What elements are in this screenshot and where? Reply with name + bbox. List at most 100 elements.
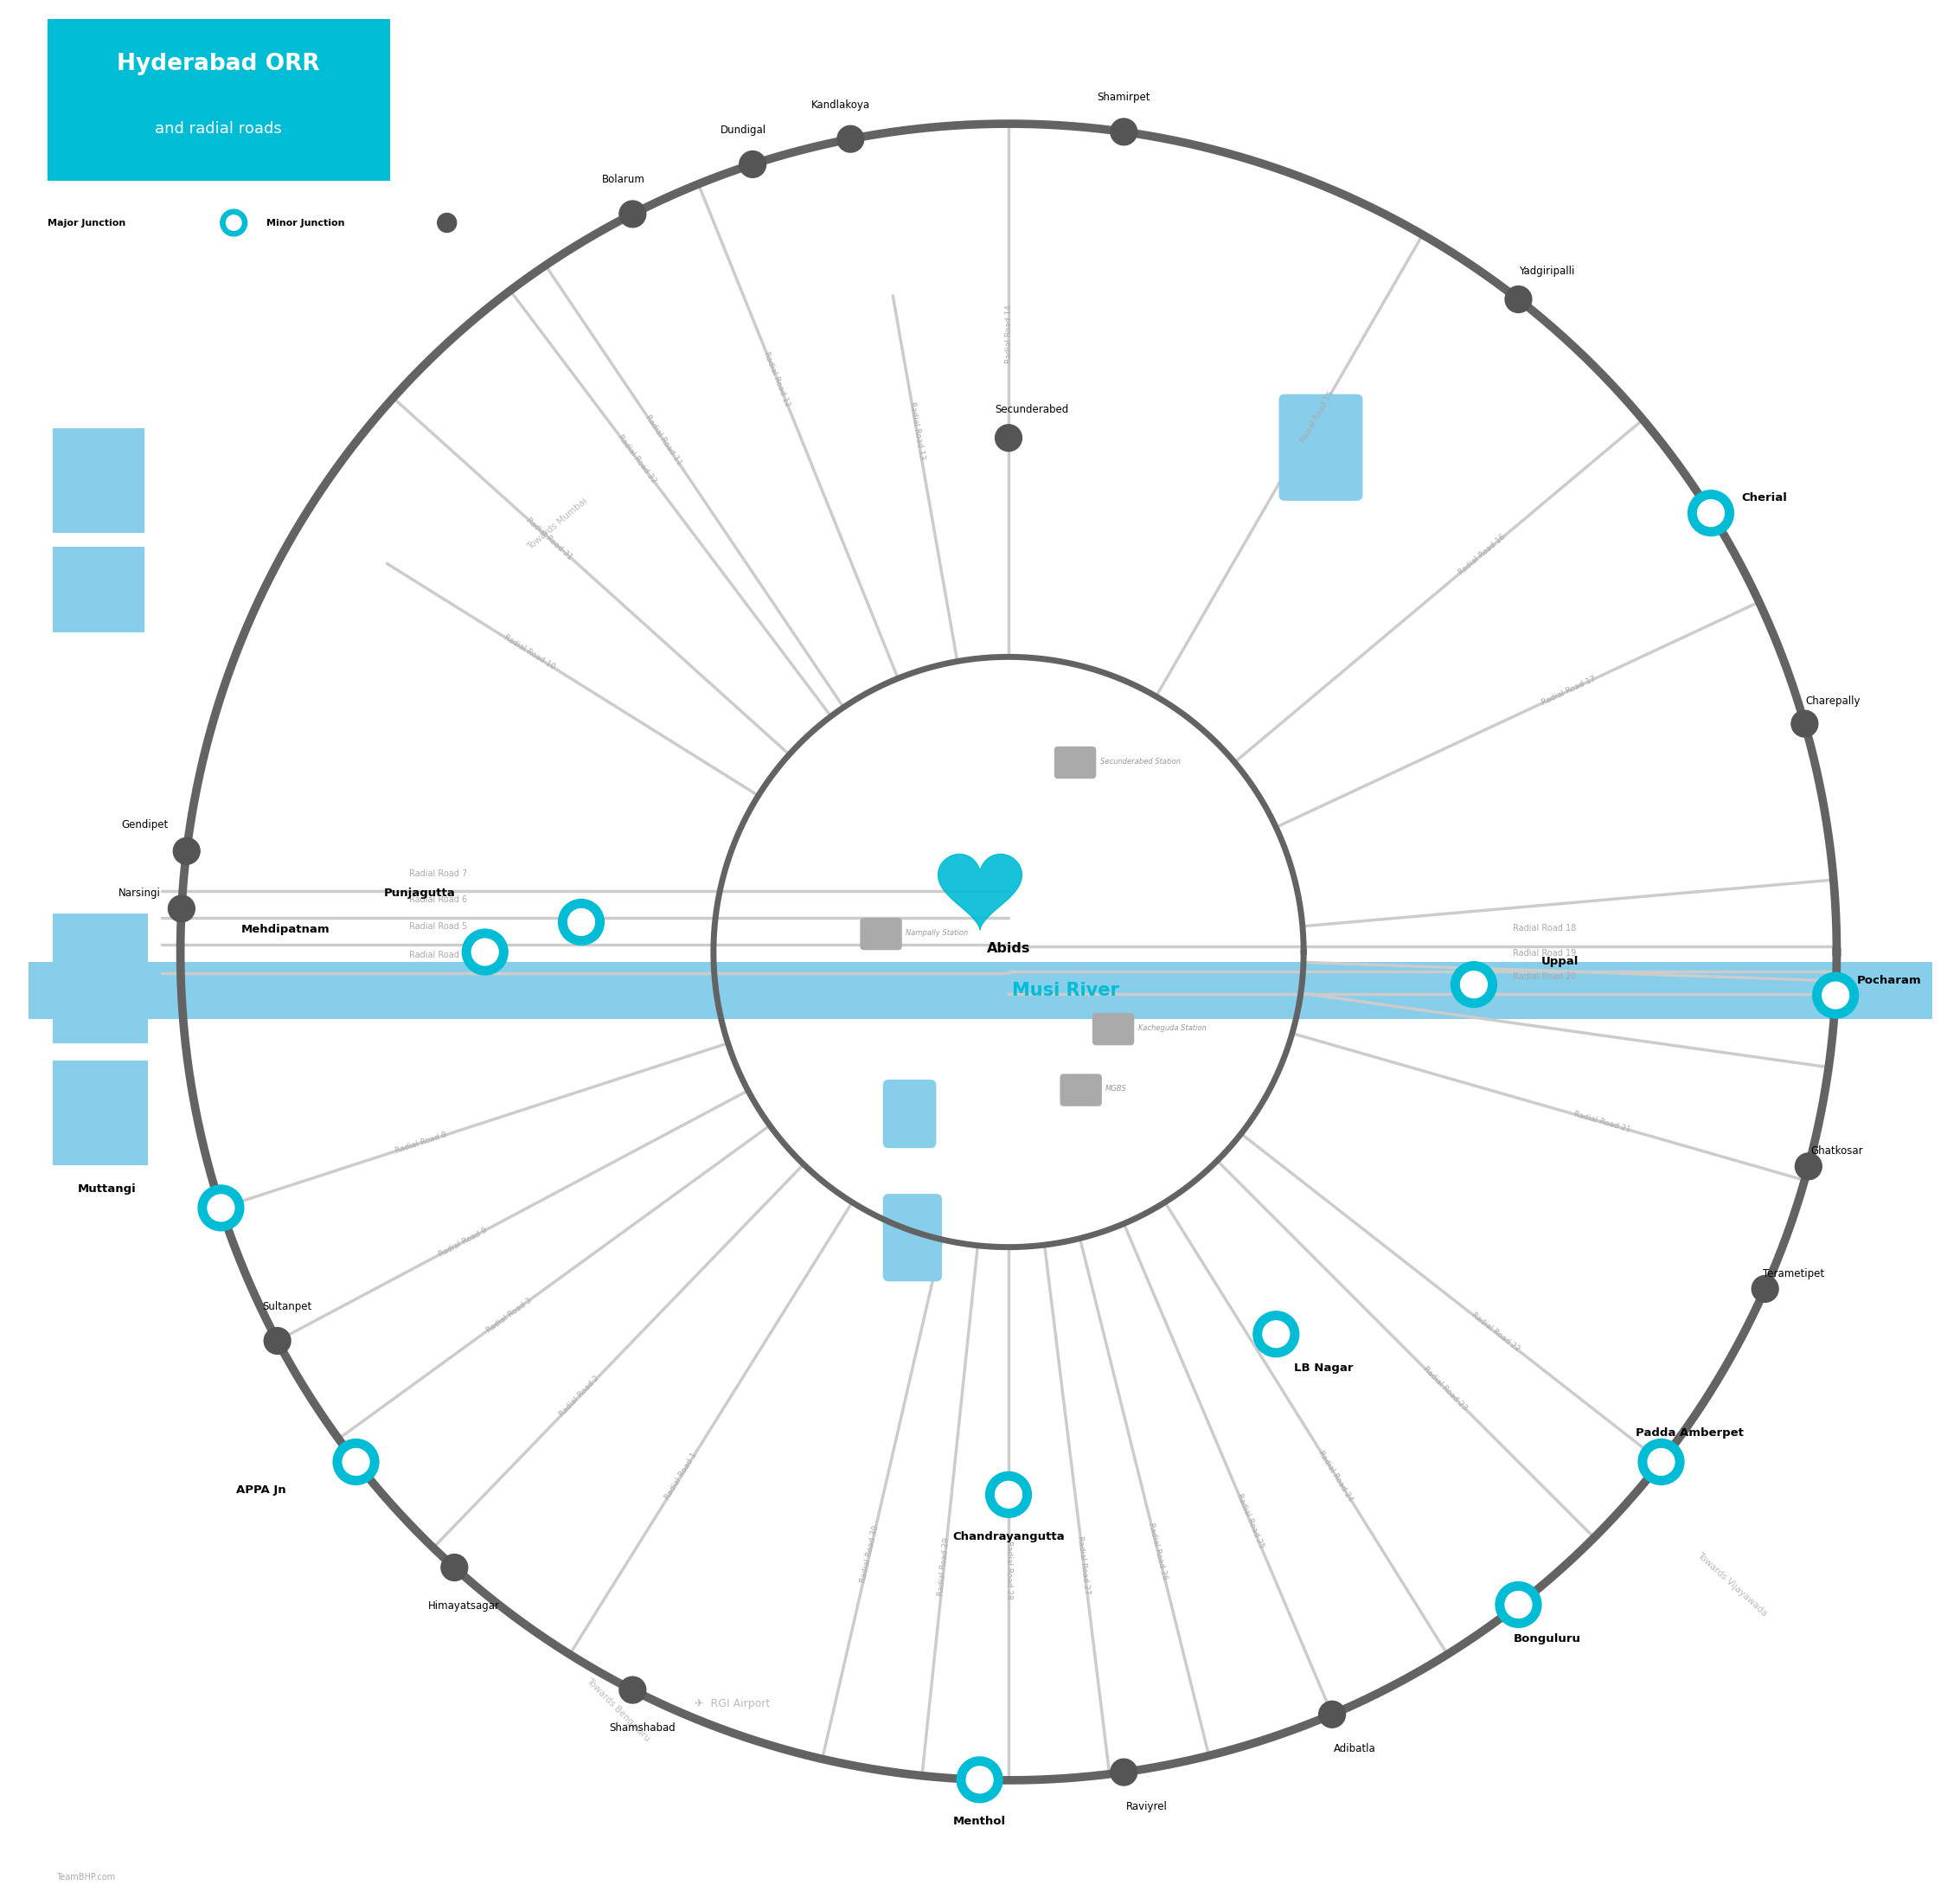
Circle shape [220, 209, 247, 236]
Text: Punjagutta: Punjagutta [384, 887, 455, 899]
Text: Radial Road 21: Radial Road 21 [1574, 1110, 1631, 1135]
Circle shape [208, 1194, 235, 1220]
Text: TeamBHP.com: TeamBHP.com [57, 1872, 116, 1881]
Circle shape [472, 939, 498, 965]
Bar [53, 428, 145, 533]
Text: Radial Road 5: Radial Road 5 [410, 922, 466, 931]
Text: Bonguluru: Bonguluru [1513, 1634, 1580, 1645]
Circle shape [1111, 1759, 1137, 1786]
Text: Nampally Station: Nampally Station [906, 929, 968, 937]
Text: Kandlakoya: Kandlakoya [811, 99, 870, 110]
Circle shape [1648, 1449, 1674, 1476]
Text: Shamirpet: Shamirpet [1098, 91, 1151, 103]
Bar [53, 546, 145, 632]
Circle shape [996, 1481, 1021, 1508]
Circle shape [1505, 286, 1531, 312]
Text: Bolarum: Bolarum [602, 173, 645, 185]
Text: Radial Road 31: Radial Road 31 [525, 516, 574, 562]
Circle shape [1262, 1321, 1290, 1348]
Text: Radial Road 9: Radial Road 9 [437, 1226, 488, 1259]
Text: Radial Road 23: Radial Road 23 [1421, 1365, 1468, 1413]
Text: Sultanpet: Sultanpet [263, 1300, 312, 1312]
Text: Abids: Abids [986, 942, 1031, 954]
Circle shape [463, 929, 508, 975]
Text: Pocharam: Pocharam [1856, 975, 1921, 986]
Text: Yadgiripalli: Yadgiripalli [1519, 265, 1574, 276]
Text: Ghatkosar: Ghatkosar [1811, 1146, 1864, 1158]
Bar [47, 19, 390, 181]
Circle shape [198, 1184, 243, 1230]
FancyBboxPatch shape [882, 1080, 937, 1148]
Circle shape [619, 200, 647, 227]
Circle shape [1639, 1439, 1684, 1485]
Text: Radial Road 16: Radial Road 16 [1456, 533, 1507, 577]
Circle shape [1505, 1592, 1531, 1618]
Text: Secunderabed Station: Secunderabed Station [1100, 758, 1180, 765]
Circle shape [1688, 489, 1735, 535]
Text: Radial Road 12: Radial Road 12 [762, 350, 792, 407]
Circle shape [265, 1327, 290, 1354]
Circle shape [441, 1554, 468, 1580]
Circle shape [1795, 1154, 1821, 1180]
Text: Radial Road 18: Radial Road 18 [1513, 923, 1576, 933]
Text: Radial Road 19: Radial Road 19 [1513, 948, 1576, 958]
Text: Radial Road 30: Radial Road 30 [858, 1525, 880, 1584]
Text: Radial Road 3: Radial Road 3 [484, 1297, 533, 1335]
Text: Cherial: Cherial [1740, 493, 1788, 503]
Text: Minor Junction: Minor Junction [267, 219, 345, 227]
Circle shape [225, 215, 241, 230]
Text: Padda Amberpet: Padda Amberpet [1637, 1428, 1744, 1439]
Text: Chandrayangutta: Chandrayangutta [953, 1531, 1064, 1542]
Text: Towards Mumbai: Towards Mumbai [525, 497, 588, 550]
Circle shape [996, 425, 1021, 451]
FancyBboxPatch shape [1054, 746, 1096, 779]
Text: Radial Road 6: Radial Road 6 [410, 895, 466, 904]
Text: Radial Road 8: Radial Road 8 [394, 1131, 447, 1156]
FancyBboxPatch shape [1278, 394, 1362, 501]
Text: Terametipet: Terametipet [1762, 1268, 1825, 1279]
Text: LB Nagar: LB Nagar [1294, 1363, 1352, 1375]
Circle shape [619, 1677, 647, 1704]
Text: Radial Road 29: Radial Road 29 [937, 1537, 951, 1596]
Circle shape [559, 899, 604, 944]
Circle shape [1450, 962, 1497, 1007]
Text: Major Junction: Major Junction [47, 219, 125, 227]
Text: Radial Road 17: Radial Road 17 [1541, 674, 1597, 706]
Bar [53, 914, 149, 1043]
Text: Radial Road 11: Radial Road 11 [643, 413, 682, 466]
Text: Radial Road 2: Radial Road 2 [559, 1375, 602, 1418]
Circle shape [1813, 973, 1858, 1019]
Text: Radial Road 14: Radial Road 14 [1005, 305, 1013, 364]
Text: Radial Road 4: Radial Road 4 [410, 950, 466, 960]
Text: Towards Vijayawada: Towards Vijayawada [1695, 1550, 1768, 1618]
FancyBboxPatch shape [860, 918, 902, 950]
Circle shape [1460, 971, 1488, 998]
Circle shape [333, 1439, 378, 1485]
Circle shape [437, 213, 457, 232]
Circle shape [568, 908, 594, 935]
Circle shape [956, 1757, 1002, 1803]
Circle shape [1319, 1700, 1345, 1727]
Text: Radial Road 28: Radial Road 28 [1005, 1540, 1013, 1599]
Text: and radial roads: and radial roads [155, 122, 282, 137]
Text: Radial Road 26: Radial Road 26 [1147, 1521, 1168, 1580]
Text: Adibatla: Adibatla [1335, 1742, 1376, 1754]
Text: Kacheguda Station: Kacheguda Station [1139, 1024, 1205, 1032]
Text: Radial Road 32: Radial Road 32 [615, 432, 657, 484]
Circle shape [343, 1449, 368, 1476]
Bar [53, 1061, 149, 1165]
Text: Radial Road 10: Radial Road 10 [502, 634, 557, 672]
FancyBboxPatch shape [1060, 1074, 1102, 1106]
Text: Radial Road 27: Radial Road 27 [1076, 1537, 1092, 1596]
Text: MGBS: MGBS [1105, 1085, 1127, 1093]
Circle shape [966, 1767, 994, 1794]
Text: Radial Road 25: Radial Road 25 [1235, 1493, 1264, 1550]
Text: Dundigal: Dundigal [719, 124, 766, 135]
Text: Raviyrel: Raviyrel [1125, 1801, 1168, 1813]
Text: Secunderabed: Secunderabed [994, 404, 1068, 415]
Circle shape [1791, 710, 1819, 737]
Text: Narsingi: Narsingi [118, 887, 161, 899]
Text: Hyderabad ORR: Hyderabad ORR [118, 53, 319, 76]
Text: Uppal: Uppal [1541, 956, 1578, 967]
Text: Gendipet: Gendipet [122, 819, 169, 830]
